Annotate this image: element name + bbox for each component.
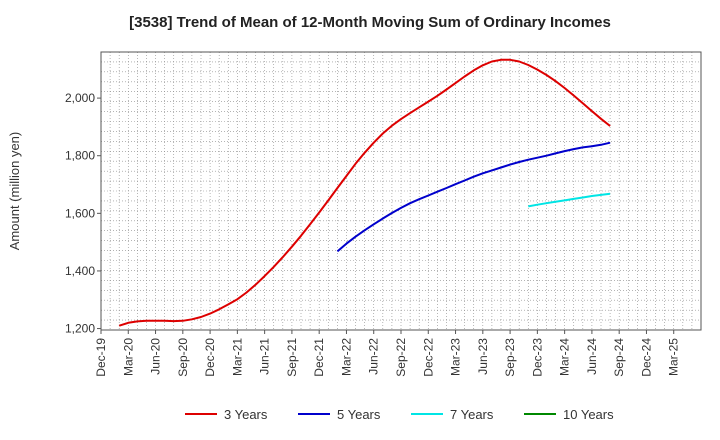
legend-label: 10 Years (563, 407, 614, 422)
x-tick-label: Jun-21 (258, 338, 272, 375)
y-tick-label: 1,800 (65, 149, 95, 163)
x-tick-label: Dec-23 (530, 338, 544, 377)
x-tick-label: Jun-22 (367, 338, 381, 375)
x-tick-label: Mar-21 (230, 338, 244, 376)
chart-title: [3538] Trend of Mean of 12-Month Moving … (129, 14, 611, 31)
x-tick-label: Sep-23 (503, 338, 517, 377)
y-tick-label: 1,400 (65, 264, 95, 278)
x-tick-label: Dec-21 (312, 338, 326, 377)
legend-label: 5 Years (337, 407, 381, 422)
x-tick-label: Sep-21 (285, 338, 299, 377)
x-tick-label: Dec-24 (639, 338, 653, 377)
legend-label: 7 Years (450, 407, 494, 422)
x-tick-label: Jun-24 (585, 338, 599, 375)
x-tick-label: Sep-20 (176, 338, 190, 377)
x-tick-label: Jun-23 (476, 338, 490, 375)
x-tick-label: Sep-24 (612, 338, 626, 377)
legend-label: 3 Years (224, 407, 268, 422)
x-tick-label: Mar-24 (558, 338, 572, 376)
x-tick-label: Mar-20 (121, 338, 135, 376)
x-tick-label: Dec-19 (94, 338, 108, 377)
x-tick-label: Mar-23 (449, 338, 463, 376)
x-tick-label: Dec-20 (203, 338, 217, 377)
y-tick-label: 2,000 (65, 91, 95, 105)
x-tick-label: Dec-22 (421, 338, 435, 377)
y-tick-label: 1,600 (65, 206, 95, 220)
series-line-5-years (336, 141, 611, 253)
y-tick-label: 1,200 (65, 322, 95, 336)
x-tick-label: Sep-22 (394, 338, 408, 377)
series-line-7-years (528, 192, 611, 208)
x-tick-label: Mar-22 (339, 338, 353, 376)
x-tick-label: Jun-20 (149, 338, 163, 375)
series-line-3-years (118, 58, 611, 327)
y-axis-label: Amount (million yen) (7, 132, 22, 251)
x-tick-label: Mar-25 (667, 338, 681, 376)
